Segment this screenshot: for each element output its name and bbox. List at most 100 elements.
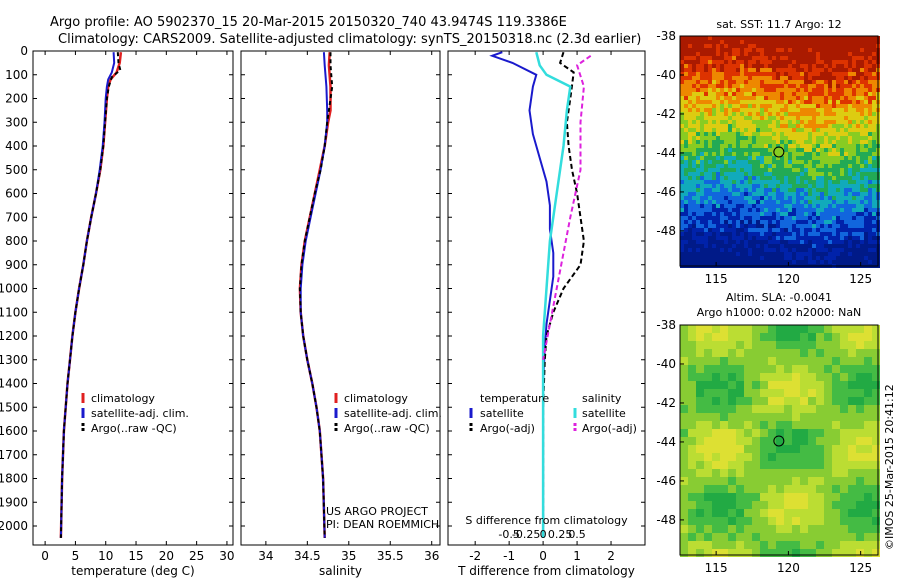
map-cell — [768, 413, 776, 421]
map-cell — [776, 421, 784, 429]
map-cell — [804, 164, 808, 168]
map-cell — [796, 152, 800, 156]
map-cell — [720, 148, 724, 152]
map-cell — [680, 232, 684, 236]
map-cell — [856, 248, 860, 252]
map-cell — [772, 196, 776, 200]
map-cell — [740, 232, 744, 236]
map-cell — [824, 437, 832, 445]
map-cell — [680, 200, 684, 204]
map-cell — [864, 533, 872, 541]
map-cell — [856, 469, 864, 477]
map-cell — [680, 325, 688, 333]
map-cell — [712, 200, 716, 204]
map-cell — [872, 477, 880, 485]
map-cell — [764, 240, 768, 244]
map-cell — [764, 64, 768, 68]
map-cell — [728, 429, 736, 437]
map-cell — [852, 112, 856, 116]
map-cell — [696, 365, 704, 373]
map-cell — [692, 208, 696, 212]
map-cell — [820, 60, 824, 64]
map-cell — [832, 469, 840, 477]
map-cell — [720, 172, 724, 176]
map-cell — [712, 525, 720, 533]
map-cell — [856, 48, 860, 52]
map-cell — [784, 84, 788, 88]
map-cell — [816, 325, 824, 333]
map-cell — [824, 164, 828, 168]
map-cell — [680, 92, 684, 96]
map-cell — [840, 252, 844, 256]
map-cell — [688, 112, 692, 116]
map-cell — [728, 168, 732, 172]
map-cell — [860, 52, 864, 56]
map-cell — [708, 180, 712, 184]
map-cell — [852, 128, 856, 132]
map-cell — [828, 44, 832, 48]
map-cell — [808, 120, 812, 124]
map-cell — [792, 421, 800, 429]
map-cell — [864, 192, 868, 196]
map-cell — [824, 549, 832, 557]
map-cell — [680, 333, 688, 341]
map-cell — [716, 164, 720, 168]
map-cell — [684, 104, 688, 108]
map-cell — [700, 164, 704, 168]
map-cell — [848, 541, 856, 549]
map-cell — [784, 477, 792, 485]
map-cell — [832, 108, 836, 112]
map-cell — [860, 148, 864, 152]
map-cell — [720, 76, 724, 80]
map-cell — [692, 240, 696, 244]
map-cell — [764, 212, 768, 216]
map-cell — [756, 156, 760, 160]
map-cell — [720, 164, 724, 168]
map-cell — [780, 96, 784, 100]
map-cell — [700, 168, 704, 172]
map-cell — [828, 172, 832, 176]
map-cell — [716, 240, 720, 244]
map-cell — [732, 216, 736, 220]
map-cell — [844, 180, 848, 184]
map-cell — [680, 228, 684, 232]
map-cell — [768, 461, 776, 469]
map-cell — [768, 333, 776, 341]
map-cell — [708, 196, 712, 200]
map-cell — [756, 184, 760, 188]
map-cell — [728, 36, 732, 40]
map-cell — [696, 196, 700, 200]
map-cell — [836, 188, 840, 192]
map-cell — [756, 220, 760, 224]
map-cell — [784, 144, 788, 148]
map-cell — [832, 365, 840, 373]
map-cell — [736, 208, 740, 212]
map-cell — [808, 333, 816, 341]
map-cell — [788, 248, 792, 252]
map-cell — [800, 485, 808, 493]
map-cell — [720, 461, 728, 469]
map-cell — [680, 120, 684, 124]
map-cell — [684, 232, 688, 236]
map-cell — [824, 112, 828, 116]
header-line-1: Argo profile: AO 5902370_15 20-Mar-2015 … — [50, 15, 567, 30]
map-cell — [792, 232, 796, 236]
map-cell — [856, 244, 860, 248]
map-cell — [776, 72, 780, 76]
map-cell — [772, 172, 776, 176]
map-cell — [824, 469, 832, 477]
map-cell — [824, 525, 832, 533]
map-cell — [780, 164, 784, 168]
map-cell — [712, 341, 720, 349]
map-cell — [716, 248, 720, 252]
map-cell — [728, 493, 736, 501]
map-cell — [816, 517, 824, 525]
x-axis-label: temperature (deg C) — [71, 564, 194, 578]
map-cell — [792, 533, 800, 541]
map-cell — [756, 100, 760, 104]
map-cell — [704, 477, 712, 485]
map-cell — [760, 429, 768, 437]
map-cell — [748, 76, 752, 80]
map-cell — [712, 180, 716, 184]
map-cell — [768, 240, 772, 244]
